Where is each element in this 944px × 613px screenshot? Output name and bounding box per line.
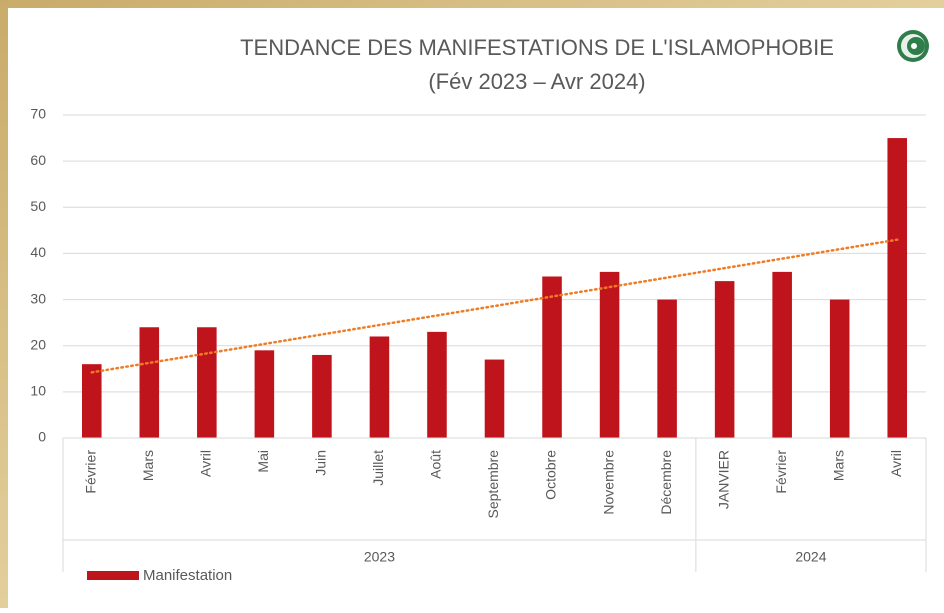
chart-title: TENDANCE DES MANIFESTATIONS DE L'ISLAMOP…	[240, 35, 834, 60]
x-tick-label: Février	[82, 450, 98, 494]
bar	[369, 336, 390, 438]
chart-subtitle: (Fév 2023 – Avr 2024)	[428, 69, 645, 94]
bar	[427, 331, 447, 438]
y-tick-label: 0	[38, 429, 46, 445]
logo	[897, 30, 929, 62]
x-tick-label: JANVIER	[715, 450, 731, 509]
x-tick-label: Novembre	[600, 450, 616, 515]
trendline	[90, 238, 899, 374]
x-tick-label: Février	[773, 450, 789, 494]
x-tick-label: Octobre	[543, 450, 559, 500]
x-tick-label: Mars	[830, 450, 846, 481]
y-tick-label: 20	[30, 336, 46, 352]
x-tick-label: Mars	[140, 450, 156, 481]
x-tick-label: Décembre	[658, 450, 674, 515]
x-tick-label: Août	[428, 450, 444, 479]
bar	[484, 359, 505, 438]
y-tick-label: 60	[30, 152, 46, 168]
x-tick-label: Avril	[888, 450, 904, 477]
bar	[714, 281, 735, 438]
x-tick-label: Juin	[313, 450, 329, 476]
bar	[657, 299, 677, 438]
y-tick-label: 40	[30, 244, 46, 260]
bar	[887, 138, 908, 439]
bar	[829, 299, 850, 438]
group-label: 2023	[364, 549, 395, 565]
legend-swatch	[87, 571, 139, 580]
bar	[312, 354, 332, 438]
bar	[599, 271, 620, 438]
legend-label: Manifestation	[143, 567, 232, 584]
y-tick-label: 30	[30, 290, 46, 306]
bar	[139, 327, 160, 438]
bar	[254, 350, 275, 438]
bar	[197, 327, 217, 438]
y-tick-label: 10	[30, 383, 46, 399]
y-tick-label: 70	[30, 106, 46, 122]
bar	[81, 364, 102, 438]
bar	[542, 276, 562, 438]
x-tick-label: Juillet	[370, 450, 386, 486]
group-label: 2024	[795, 549, 826, 565]
bar	[772, 271, 792, 438]
x-tick-label: Mai	[255, 450, 271, 473]
x-tick-label: Septembre	[485, 450, 501, 519]
y-tick-label: 50	[30, 198, 46, 214]
x-tick-label: Avril	[198, 450, 214, 477]
